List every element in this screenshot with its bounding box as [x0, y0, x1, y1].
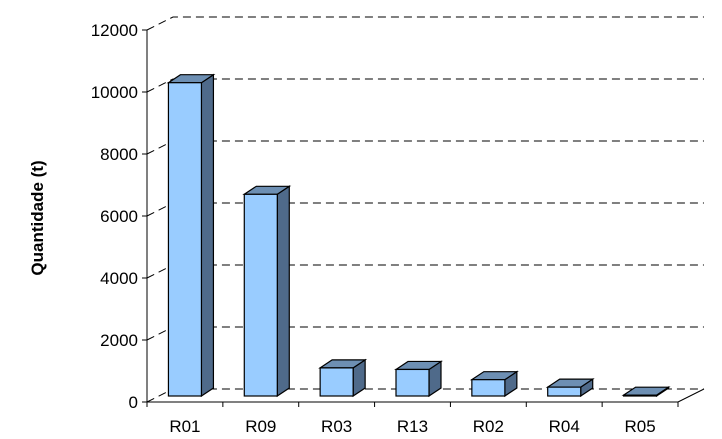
- floor-edge: [677, 388, 705, 403]
- y-tick-label-4000: 4000: [100, 269, 138, 288]
- y-axis-title: Quantidade (t): [28, 160, 47, 275]
- x-tick-label-R01: R01: [169, 417, 200, 436]
- bar-R03: [318, 358, 368, 398]
- gridline-8000: [146, 140, 704, 155]
- bar-R05: [621, 386, 671, 398]
- bars: [166, 73, 671, 398]
- x-tick-label-R05: R05: [624, 417, 655, 436]
- gridlines: [146, 16, 704, 403]
- axes: [142, 29, 705, 407]
- bar-R02: [469, 370, 519, 398]
- y-tick-label-8000: 8000: [100, 145, 138, 164]
- y-tick-label-0: 0: [129, 393, 138, 412]
- bar-front-R09: [243, 193, 278, 397]
- bar-front-R01: [167, 82, 203, 397]
- bar-front-R05: [622, 394, 658, 397]
- x-tick-label-R13: R13: [397, 417, 428, 436]
- y-tick-label-2000: 2000: [100, 331, 138, 350]
- bar-side-R09: [276, 185, 290, 398]
- gridline-12000: [146, 16, 704, 31]
- y-tick-labels: 0 2000 4000 6000 8000 10000 12000: [91, 21, 138, 412]
- x-tick-label-R03: R03: [321, 417, 352, 436]
- bar-front-R04: [547, 386, 582, 397]
- gridline-10000: [146, 78, 704, 93]
- y-tick-label-10000: 10000: [91, 83, 138, 102]
- x-tick-label-R02: R02: [473, 417, 504, 436]
- gridline-4000: [146, 264, 704, 279]
- bar-front-R03: [319, 367, 354, 397]
- bar-front-R02: [471, 379, 506, 397]
- y-tick-label-6000: 6000: [100, 207, 138, 226]
- x-tick-label-R09: R09: [245, 417, 276, 436]
- bar-R04: [545, 377, 595, 398]
- gridline-2000: [146, 326, 704, 341]
- bar-side-R01: [200, 73, 215, 398]
- bar-R01: [166, 73, 216, 398]
- x-tick-labels: R01 R09 R03 R13 R02 R04 R05: [169, 417, 655, 436]
- bar-front-R13: [395, 368, 430, 397]
- bar-top-R05: [621, 386, 671, 396]
- x-tick-label-R04: R04: [549, 417, 580, 436]
- y-tick-label-12000: 12000: [91, 21, 138, 40]
- gridline-6000: [146, 202, 704, 217]
- bar-R13: [394, 360, 443, 398]
- bar-R09: [242, 185, 292, 398]
